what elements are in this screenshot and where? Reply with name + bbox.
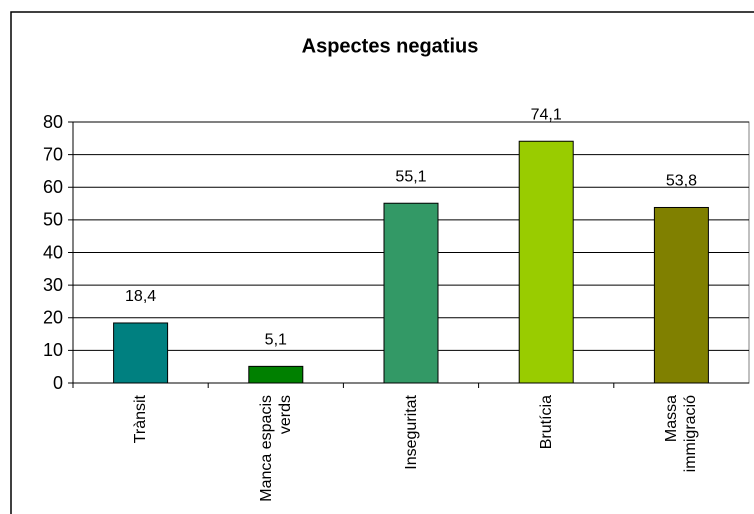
value-label: 53,8 [666, 173, 697, 190]
x-tick-label: Trànsit [132, 395, 150, 444]
y-tick-label: 0 [53, 373, 63, 393]
value-label: 55,1 [395, 168, 426, 185]
y-tick-label: 10 [43, 340, 63, 360]
x-tick-label: Inseguritat [402, 395, 420, 470]
bar [383, 202, 439, 384]
y-tick-label: 80 [43, 112, 63, 132]
bar [248, 365, 304, 384]
y-tick-label: 50 [43, 210, 63, 230]
bar [113, 322, 169, 384]
x-tick-label: Brutícia [537, 395, 555, 450]
y-tick-label: 60 [43, 177, 63, 197]
y-tick-label: 20 [43, 308, 63, 328]
value-label: 5,1 [265, 332, 287, 349]
chart-title: Aspectes negatius [302, 35, 479, 57]
x-tick-label: Manca espacis verds [257, 395, 294, 502]
bar [518, 140, 574, 384]
bar [653, 206, 709, 384]
value-label: 74,1 [531, 106, 562, 123]
value-label: 18,4 [125, 288, 156, 305]
x-tick-label: Massa immigració [663, 395, 700, 473]
y-tick-label: 70 [43, 144, 63, 164]
y-tick-label: 40 [43, 242, 63, 262]
y-tick-label: 30 [43, 275, 63, 295]
